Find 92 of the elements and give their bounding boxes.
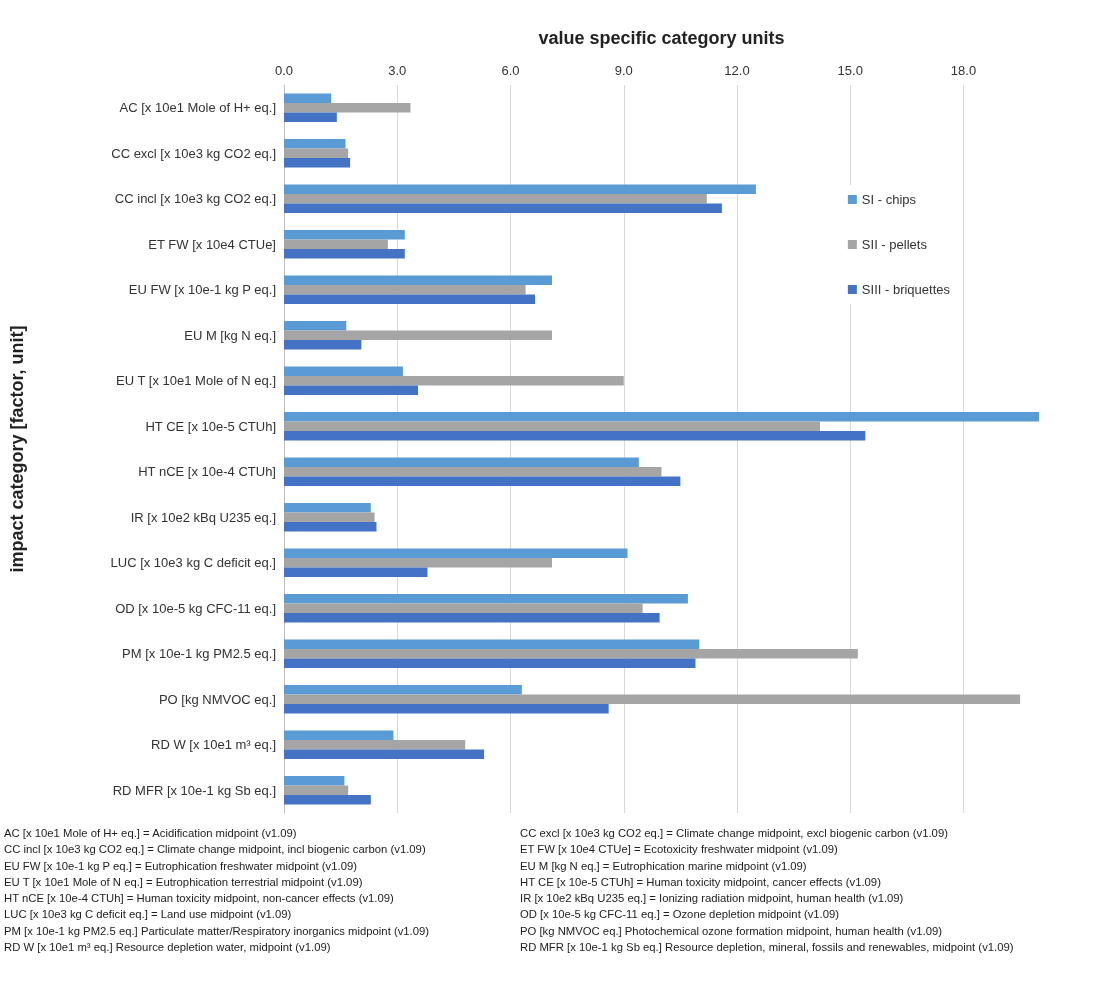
text: AC [x 10e1 Mole of H+ eq.] = Acidification midpoint (v1.09): [4, 826, 298, 841]
bar: [284, 431, 866, 441]
bar: [284, 330, 553, 341]
bar: [284, 385, 419, 396]
bar: [284, 567, 428, 578]
bar: [284, 785, 349, 796]
bar: [284, 284, 526, 295]
text: CC incl [x 10e3 kg CO2 eq.] = Climate change midpoint, incl biogenic carbon (v1.09): [4, 842, 427, 858]
y-tick-label: LUC [x 10e3 kg C deficit eq.]: [110, 555, 276, 571]
x-tick-label: 15.0: [837, 63, 863, 78]
bar: [284, 639, 700, 649]
bar: [284, 375, 624, 386]
bar: [284, 658, 696, 669]
bar: [284, 704, 609, 714]
bar: [284, 684, 522, 695]
bar: [284, 512, 375, 523]
x-tick-label: 3.0: [388, 63, 407, 78]
bar: [284, 775, 345, 786]
x-tick-label: 9.0: [614, 63, 633, 78]
bar: [284, 613, 660, 623]
y-tick-label: AC [x 10e1 Mole of H+ eq.]: [119, 100, 276, 116]
y-tick-label: ET FW [x 10e4 CTUe]: [148, 236, 276, 252]
bar: [284, 148, 349, 159]
text: LUC [x 10e3 kg C deficit eq.] = Land use midpoint (v1.09): [4, 907, 293, 923]
bar: [284, 320, 347, 331]
y-tick-label: EU T [x 10e1 Mole of N eq.]: [116, 373, 276, 389]
bar: [284, 138, 346, 149]
bar: [284, 557, 553, 568]
text: IR [x 10e2 kBq U235 eq.] = Ionizing radiation midpoint, human health (v1.09): [520, 891, 905, 907]
bar: [284, 229, 405, 240]
x-axis-title: value specific category units: [538, 28, 785, 48]
bar: [284, 522, 377, 532]
text: RD W [x 10e1 m³ eq.] Resource depletion water, midpoint (v1.09): [4, 940, 332, 956]
x-tick-label: 6.0: [501, 63, 520, 78]
bar: [284, 502, 371, 513]
bar: [284, 593, 688, 604]
bar: [284, 366, 403, 376]
bar: [284, 648, 858, 659]
bar: [284, 466, 662, 477]
bar: [284, 158, 351, 168]
bar: [284, 239, 388, 250]
bar: [284, 749, 485, 760]
bar: [284, 340, 362, 350]
bar: [284, 694, 1021, 705]
x-tick-label: 0.0: [274, 63, 294, 78]
y-tick-label: HT CE [x 10e-5 CTUh]: [145, 418, 276, 434]
bar: [284, 411, 1039, 422]
legend-label: SII - pellets: [861, 237, 928, 252]
x-tick-label: 12.0: [724, 63, 750, 78]
bar: [284, 203, 722, 214]
legend-label: SIII - briquettes: [861, 282, 951, 297]
bar: [284, 193, 707, 204]
text: EU T [x 10e1 Mole of N eq.] = Eutrophication terrestrial midpoint (v1.09): [4, 874, 364, 890]
y-tick-label: RD W [x 10e1 m³ eq.]: [151, 737, 276, 753]
bar: [284, 476, 681, 487]
text: HT nCE [x 10e-4 CTUh] = Human toxicity midpoint, non-cancer effects (v1.09): [4, 891, 395, 907]
y-tick-label: CC excl [x 10e3 kg CO2 eq.]: [111, 145, 276, 161]
bar: [284, 102, 411, 113]
text: HT CE [x 10e-5 CTUh] = Human toxicity midpoint, cancer effects (v1.09): [520, 874, 882, 890]
text: EU FW [x 10e-1 kg P eq.] = Eutrophication freshwater midpoint (v1.09): [4, 858, 358, 874]
text: RD MFR [x 10e-1 kg Sb eq.] Resource depletion, mineral, fossils and renewables, midpoint (v1.09): [520, 940, 1015, 956]
bar: [284, 421, 821, 432]
y-tick-label: IR [x 10e2 kBq U235 eq.]: [130, 509, 276, 525]
y-tick-label: EU FW [x 10e-1 kg P eq.]: [128, 282, 276, 298]
text: PO [kg NMVOC eq.] Photochemical ozone formation midpoint, human health (v1.09): [520, 923, 943, 939]
y-tick-label: OD [x 10e-5 kg CFC-11 eq.]: [115, 600, 276, 616]
y-tick-label: PM [x 10e-1 kg PM2.5 eq.]: [122, 646, 276, 662]
bar: [284, 603, 643, 614]
text: EU M [kg N eq.] = Eutrophication marine midpoint (v1.09): [520, 858, 808, 874]
text: OD [x 10e-5 kg CFC-11 eq.] = Ozone depletion midpoint (v1.09): [520, 907, 841, 923]
bar: [284, 457, 639, 467]
text: CC excl [x 10e3 kg CO2 eq.] = Climate change midpoint, excl biogenic carbon (v1.09): [520, 826, 949, 841]
x-tick-label: 18.0: [950, 63, 977, 78]
bar: [284, 294, 536, 305]
bar: [284, 730, 394, 740]
bar: [284, 739, 466, 750]
y-tick-label: RD MFR [x 10e-1 kg Sb eq.]: [112, 782, 276, 798]
bar: [284, 184, 756, 194]
bar: [284, 112, 337, 123]
y-tick-label: CC incl [x 10e3 kg CO2 eq.]: [114, 191, 276, 207]
bar: [284, 93, 332, 103]
bar: [284, 548, 628, 558]
y-tick-label: EU M [kg N eq.]: [184, 327, 276, 343]
y-axis-title: impact category [factor, unit]: [7, 325, 27, 573]
text: ET FW [x 10e4 CTUe] = Ecotoxicity freshwater midpoint (v1.09): [520, 842, 839, 858]
y-tick-label: HT nCE [x 10e-4 CTUh]: [138, 464, 276, 480]
bar: [284, 795, 371, 805]
bar: [284, 249, 405, 259]
text: PM [x 10e-1 kg PM2.5 eq.] Particulate matter/Respiratory inorganics midpoint (v1.09): [4, 923, 431, 939]
bar: [284, 275, 553, 285]
legend-label: SI - chips: [861, 192, 917, 207]
y-tick-label: PO [kg NMVOC eq.]: [158, 691, 276, 707]
